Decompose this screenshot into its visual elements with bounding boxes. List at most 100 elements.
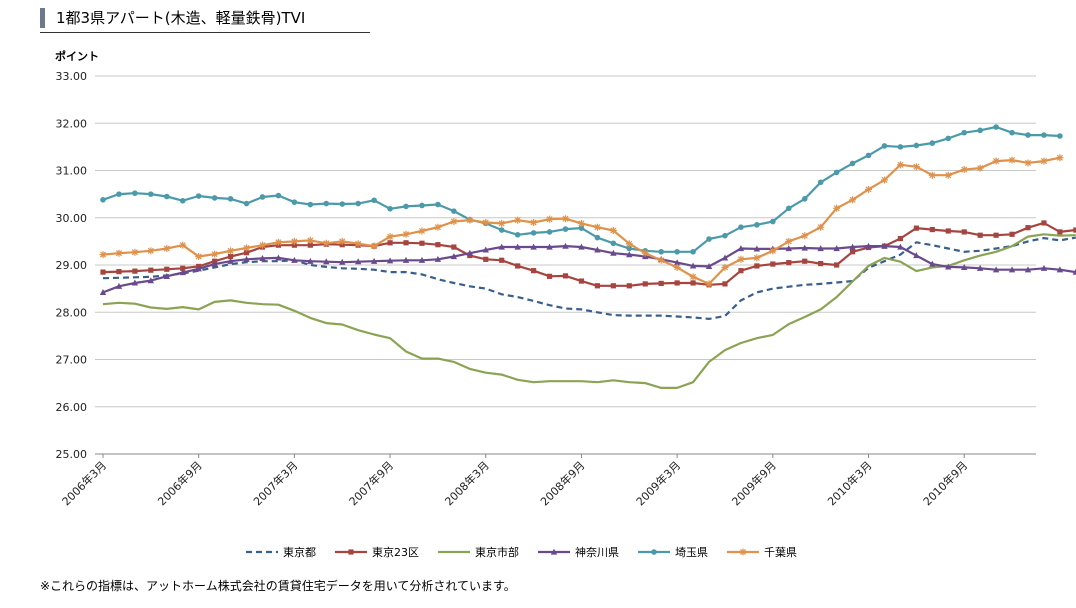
data-point — [482, 246, 489, 253]
legend-label: 東京23区 — [372, 546, 419, 559]
data-point — [371, 197, 377, 204]
data-point — [690, 280, 696, 286]
data-point — [721, 263, 729, 271]
page-title: 1都3県アパート(木造、軽量鉄骨)TVI — [56, 9, 306, 27]
data-point — [179, 241, 187, 249]
data-point — [960, 166, 968, 174]
legend-item: 東京23区 — [334, 544, 419, 560]
data-point — [785, 237, 793, 245]
data-point — [451, 208, 457, 214]
data-point — [386, 233, 394, 241]
data-point — [402, 256, 410, 263]
data-point — [259, 194, 266, 200]
data-point — [625, 240, 633, 248]
y-tick-label: 32.00 — [56, 117, 88, 130]
data-point — [1040, 157, 1048, 165]
series-2 — [100, 220, 1076, 289]
data-point — [180, 265, 186, 271]
data-point — [722, 281, 728, 287]
series-line — [102, 236, 1076, 320]
data-point — [737, 255, 745, 263]
data-point — [770, 261, 776, 267]
data-point — [817, 245, 824, 252]
data-point — [307, 242, 313, 248]
data-point — [865, 242, 872, 249]
data-point — [929, 140, 936, 146]
data-point — [419, 202, 425, 209]
data-point — [769, 247, 777, 255]
series-3 — [102, 233, 1076, 389]
data-point — [1024, 266, 1032, 273]
data-point — [546, 243, 553, 250]
data-point — [562, 215, 569, 223]
data-point — [945, 228, 951, 234]
data-point — [833, 204, 841, 212]
data-point — [1025, 225, 1031, 231]
data-point — [817, 179, 824, 186]
data-point — [291, 242, 297, 248]
data-point — [961, 129, 968, 136]
data-point — [530, 230, 537, 236]
data-point — [227, 196, 234, 202]
data-point — [610, 249, 617, 256]
data-point — [148, 191, 154, 197]
data-point — [307, 257, 314, 264]
data-point — [531, 268, 537, 274]
data-point — [594, 283, 600, 289]
data-point — [801, 232, 809, 240]
data-point — [1057, 229, 1063, 235]
data-point — [992, 266, 1000, 273]
data-point — [307, 201, 314, 208]
data-point — [514, 216, 522, 224]
data-point — [594, 234, 601, 241]
data-point — [131, 248, 139, 256]
x-tick-label: 2006年3月 — [59, 458, 109, 508]
series-5 — [100, 124, 1063, 255]
data-point — [993, 232, 999, 238]
data-point — [992, 157, 1000, 165]
data-point — [705, 263, 713, 270]
data-point — [546, 273, 553, 279]
data-point — [913, 225, 919, 231]
data-point — [434, 223, 442, 231]
data-point — [562, 226, 569, 232]
data-point — [354, 258, 362, 265]
series-4 — [99, 242, 1076, 296]
data-point — [291, 199, 298, 205]
data-point — [275, 192, 282, 199]
y-tick-label: 30.00 — [56, 212, 88, 225]
data-point — [754, 222, 760, 228]
data-point — [370, 257, 378, 264]
data-point — [195, 193, 202, 199]
data-point — [801, 196, 808, 202]
data-point — [577, 219, 585, 227]
data-point — [1009, 129, 1015, 136]
data-point — [99, 289, 107, 296]
data-point — [482, 218, 490, 226]
data-point — [578, 278, 585, 284]
data-point — [976, 264, 984, 271]
data-point — [116, 191, 122, 197]
legend-label: 東京市部 — [475, 546, 519, 559]
data-point — [227, 247, 235, 255]
data-point — [673, 259, 681, 266]
data-point — [657, 256, 665, 264]
data-point — [450, 253, 458, 260]
data-point — [275, 254, 282, 261]
data-point — [450, 218, 458, 226]
legend-item: 埼玉県 — [637, 544, 708, 560]
data-point — [818, 260, 824, 267]
data-point — [243, 250, 250, 256]
x-tick-label: 2008年3月 — [442, 458, 492, 508]
data-point — [195, 265, 202, 272]
data-point — [243, 200, 250, 207]
data-point — [355, 200, 361, 207]
data-point — [211, 195, 218, 201]
data-point — [626, 245, 633, 252]
data-point — [306, 236, 314, 244]
data-point — [163, 272, 170, 279]
data-point — [976, 164, 984, 172]
data-point — [163, 244, 171, 252]
legend-swatch — [335, 549, 367, 555]
data-point — [514, 231, 521, 238]
